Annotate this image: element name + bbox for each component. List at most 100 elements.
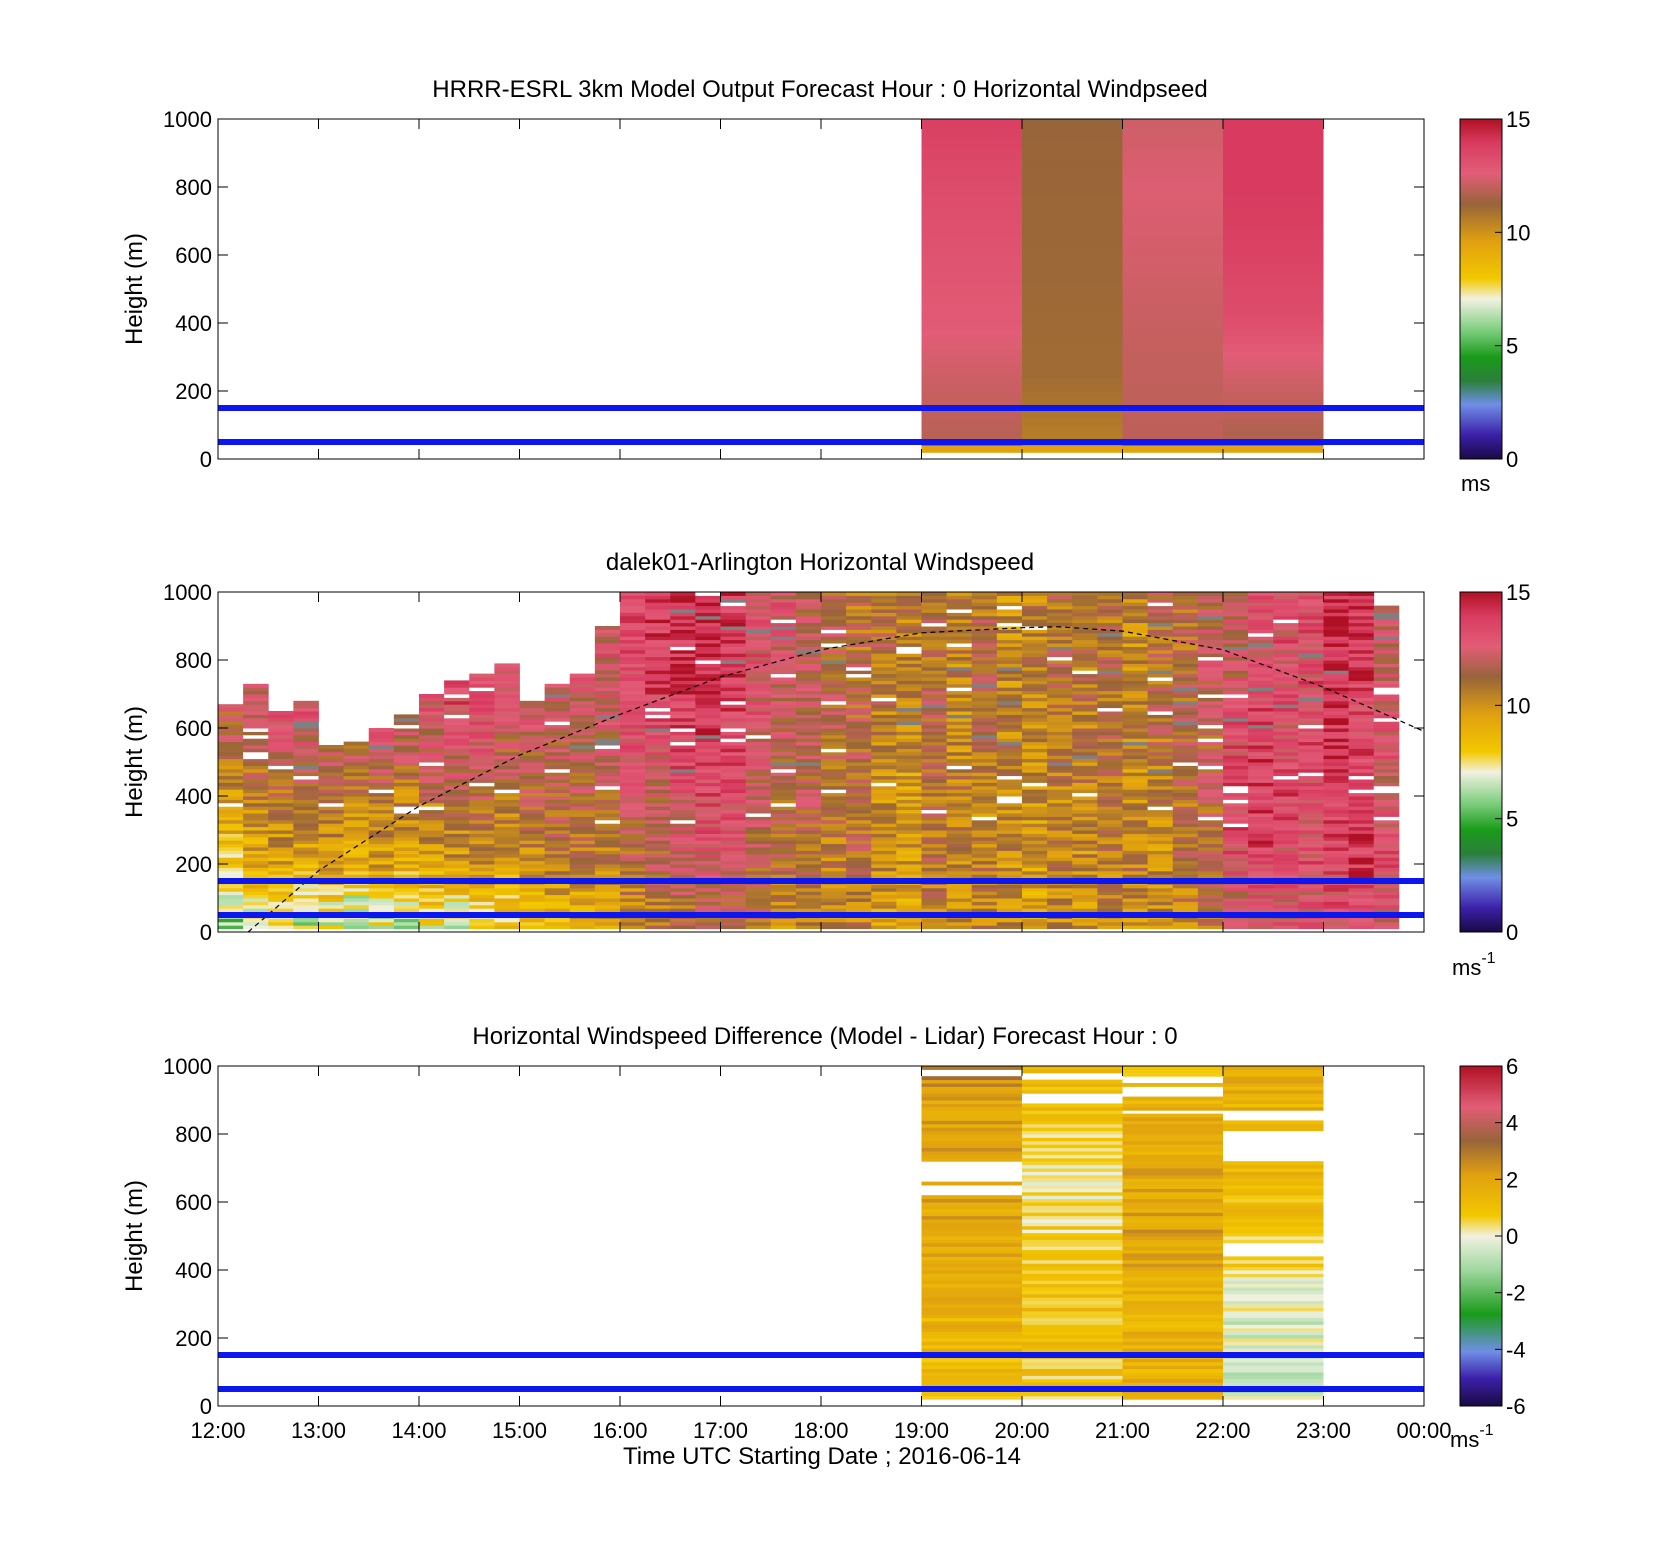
panel2-cell [1348, 755, 1375, 760]
panel2-cell [444, 802, 470, 807]
panel2-cell [1022, 680, 1048, 685]
panel2-cell [1047, 864, 1073, 868]
panel3-cell [1223, 1185, 1324, 1189]
panel2-cell [569, 697, 596, 702]
panel2-cell [243, 802, 269, 807]
panel2-cell [1097, 694, 1123, 698]
panel2-cell [770, 765, 797, 770]
panel2-cell [1072, 894, 1098, 899]
panel2-cell [318, 745, 345, 749]
panel3-cell [921, 1222, 1022, 1227]
panel2-cell [1373, 649, 1400, 654]
panel2-cell [946, 592, 973, 596]
panel2-cell [243, 728, 269, 732]
panel3-cell [1122, 1130, 1223, 1135]
panel2-cell [444, 799, 470, 804]
panel2-cell [1248, 734, 1274, 739]
panel2-cell [494, 677, 520, 681]
panel2-cell [393, 891, 420, 896]
panel3-cell [1122, 1236, 1223, 1240]
panel2-cell [494, 670, 520, 675]
panel2-cell [393, 796, 420, 800]
panel2-cell [670, 690, 696, 695]
panel2-cell [1097, 860, 1123, 865]
panel2-cell [1323, 717, 1350, 722]
panel2-cell [871, 629, 897, 634]
panel2-cell [871, 887, 897, 892]
panel2-cell [444, 864, 470, 868]
panel2-cell [1147, 646, 1174, 651]
panel2-cell [343, 758, 370, 763]
panel2-cell [544, 864, 571, 868]
panel2-cell [1097, 789, 1123, 794]
panel2-cell [1298, 860, 1324, 865]
panel2-cell [469, 806, 495, 811]
panel2-cell [368, 887, 395, 892]
panel3-cell [1223, 1365, 1324, 1370]
panel2-cell [720, 904, 747, 909]
panel2-cell [620, 738, 646, 743]
panel2-cell [971, 758, 998, 763]
panel2-cell [1172, 639, 1199, 644]
panel2-cell [293, 809, 319, 814]
panel2-cell [896, 707, 922, 712]
panel2-cell [670, 813, 696, 817]
panel2-cell [368, 850, 395, 855]
panel2-cell [519, 711, 546, 715]
panel2-cell [293, 904, 319, 909]
panel2-cell [1172, 850, 1199, 855]
panel2-cell [896, 925, 922, 930]
panel2-cell [645, 789, 671, 794]
panel2-cell [1097, 806, 1123, 811]
panel2-cell [896, 619, 922, 624]
panel2-cell [1298, 785, 1324, 790]
panel3-cell [921, 1358, 1022, 1363]
panel2-cell [1298, 870, 1324, 875]
panel3-cell [1022, 1382, 1123, 1387]
panel2-cell [594, 660, 621, 664]
panel2-cell [569, 802, 596, 807]
panel2-cell [343, 745, 370, 749]
panel2-cell [343, 748, 370, 753]
panel2-cell [896, 690, 922, 695]
panel2-cell [996, 694, 1023, 698]
panel2-cell [1022, 687, 1048, 692]
panel2-cell [519, 870, 546, 875]
panel3-cell [1122, 1358, 1223, 1363]
panel2-cell [1197, 714, 1224, 719]
panel2-cell [243, 894, 269, 899]
panel2-cell [896, 826, 922, 831]
panel3-cell [1122, 1293, 1223, 1298]
panel2-cell [745, 626, 772, 630]
panel2-cell [1298, 891, 1324, 896]
panel2-cell [218, 840, 244, 845]
panel1-cell [1022, 302, 1123, 310]
panel2-cell [645, 704, 671, 709]
panel2-cell [1047, 894, 1073, 899]
panel3-cell [1022, 1229, 1123, 1234]
panel1-cell [921, 255, 1022, 263]
panel2-cell [419, 843, 445, 848]
panel2-cell [1047, 663, 1073, 668]
panel2-cell [770, 891, 797, 896]
panel3-cell [1022, 1137, 1123, 1142]
panel2-cell [745, 765, 772, 770]
panel2-cell [594, 840, 621, 845]
panel2-cell [896, 643, 922, 647]
panel2-cell [1197, 813, 1224, 817]
panel1-cell [1223, 221, 1324, 229]
panel3-cell [1122, 1283, 1223, 1288]
panel2-cell [695, 639, 721, 644]
panel2-cell [1072, 891, 1098, 896]
panel2-cell [1248, 836, 1274, 841]
panel1-cell [1223, 289, 1324, 297]
panel1-cell [1122, 180, 1223, 188]
panel2-cell [1298, 649, 1324, 654]
panel2-cell [795, 901, 822, 906]
panel2-cell [695, 683, 721, 688]
panel2-cell [645, 738, 671, 743]
panel2-cell [1223, 836, 1249, 841]
panel2-cell [971, 785, 998, 790]
panel2-cell [268, 796, 294, 800]
panel2-cell [1097, 649, 1123, 654]
